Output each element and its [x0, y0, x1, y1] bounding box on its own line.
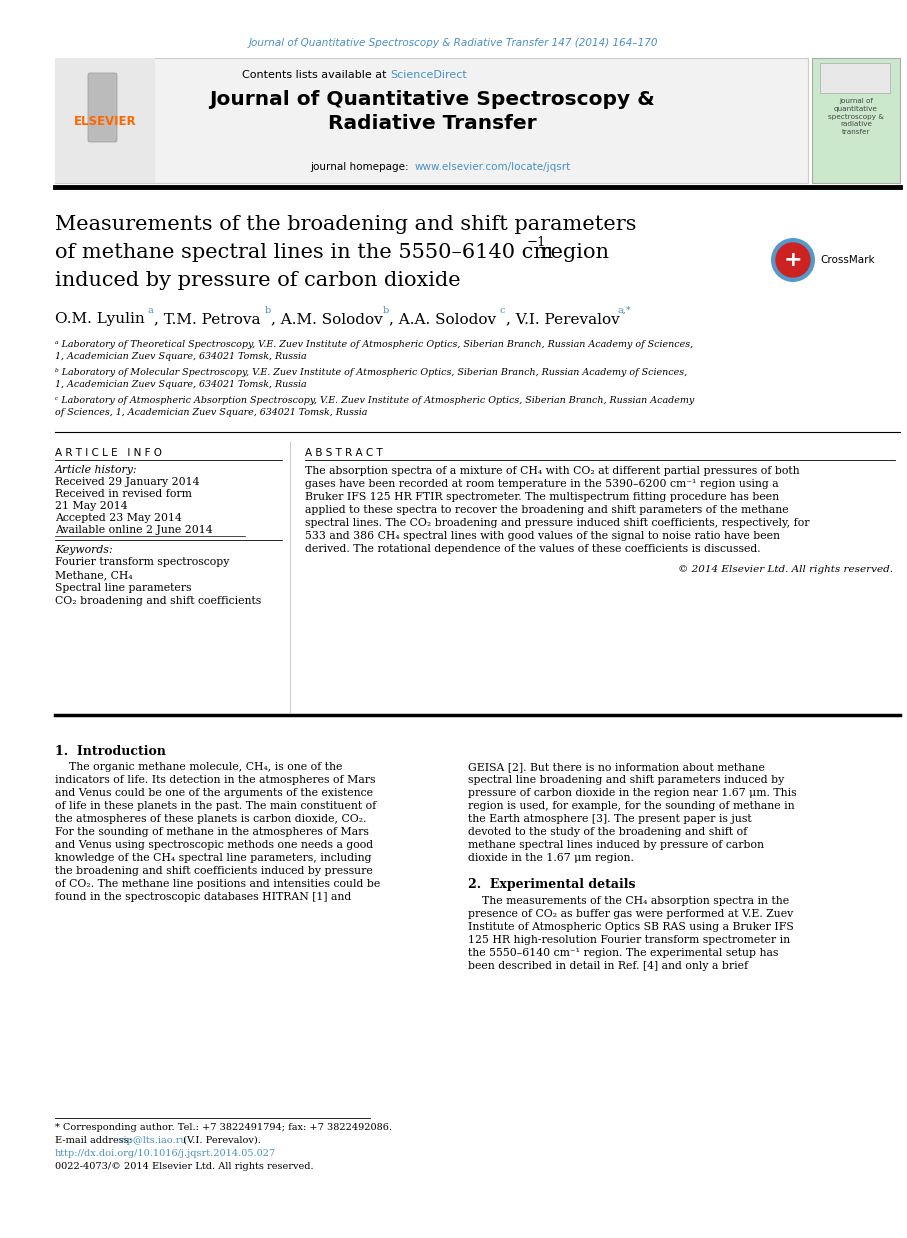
Text: the atmospheres of these planets is carbon dioxide, CO₂.: the atmospheres of these planets is carb…: [55, 815, 366, 825]
Text: E-mail address:: E-mail address:: [55, 1136, 135, 1145]
Text: http://dx.doi.org/10.1016/j.jqsrt.2014.05.027: http://dx.doi.org/10.1016/j.jqsrt.2014.0…: [55, 1149, 277, 1158]
Text: journal of
quantitative
spectroscopy &
radiative
transfer: journal of quantitative spectroscopy & r…: [828, 98, 884, 135]
Text: applied to these spectra to recover the broadening and shift parameters of the m: applied to these spectra to recover the …: [305, 505, 788, 515]
Text: vip@lts.iao.ru: vip@lts.iao.ru: [118, 1136, 187, 1145]
Text: A B S T R A C T: A B S T R A C T: [305, 448, 383, 458]
Text: knowledge of the CH₄ spectral line parameters, including: knowledge of the CH₄ spectral line param…: [55, 853, 372, 863]
FancyBboxPatch shape: [55, 58, 155, 183]
Text: (V.I. Perevalov).: (V.I. Perevalov).: [180, 1136, 261, 1145]
Text: 125 HR high-resolution Fourier transform spectrometer in: 125 HR high-resolution Fourier transform…: [468, 935, 790, 945]
Text: GEISA [2]. But there is no information about methane: GEISA [2]. But there is no information a…: [468, 763, 765, 773]
Text: indicators of life. Its detection in the atmospheres of Mars: indicators of life. Its detection in the…: [55, 775, 375, 785]
Text: www.elsevier.com/locate/jqsrt: www.elsevier.com/locate/jqsrt: [415, 162, 571, 172]
Text: presence of CO₂ as buffer gas were performed at V.E. Zuev: presence of CO₂ as buffer gas were perfo…: [468, 909, 794, 919]
FancyBboxPatch shape: [812, 58, 900, 183]
Text: journal homepage:: journal homepage:: [310, 162, 412, 172]
Text: been described in detail in Ref. [4] and only a brief: been described in detail in Ref. [4] and…: [468, 961, 748, 971]
Text: 2.  Experimental details: 2. Experimental details: [468, 878, 636, 891]
Text: derived. The rotational dependence of the values of these coefficients is discus: derived. The rotational dependence of th…: [305, 543, 761, 553]
Text: the 5550–6140 cm⁻¹ region. The experimental setup has: the 5550–6140 cm⁻¹ region. The experimen…: [468, 948, 778, 958]
Text: of CO₂. The methane line positions and intensities could be: of CO₂. The methane line positions and i…: [55, 879, 380, 889]
Text: * Corresponding author. Tel.: +7 3822491794; fax: +7 3822492086.: * Corresponding author. Tel.: +7 3822491…: [55, 1123, 392, 1132]
FancyBboxPatch shape: [55, 58, 808, 183]
Text: Received in revised form: Received in revised form: [55, 489, 192, 499]
Text: a,*: a,*: [617, 306, 630, 314]
Text: Article history:: Article history:: [55, 465, 138, 475]
Text: © 2014 Elsevier Ltd. All rights reserved.: © 2014 Elsevier Ltd. All rights reserved…: [678, 565, 893, 574]
Text: region: region: [534, 243, 609, 262]
Text: Received 29 January 2014: Received 29 January 2014: [55, 477, 200, 487]
Text: Methane, CH₄: Methane, CH₄: [55, 569, 132, 579]
Text: +: +: [784, 250, 803, 270]
Text: ScienceDirect: ScienceDirect: [390, 71, 467, 80]
Text: the broadening and shift coefficients induced by pressure: the broadening and shift coefficients in…: [55, 867, 373, 877]
Text: Journal of Quantitative Spectroscopy & Radiative Transfer 147 (2014) 164–170: Journal of Quantitative Spectroscopy & R…: [249, 38, 658, 48]
Text: a: a: [148, 306, 154, 314]
Text: spectral lines. The CO₂ broadening and pressure induced shift coefficients, resp: spectral lines. The CO₂ broadening and p…: [305, 517, 810, 527]
Text: pressure of carbon dioxide in the region near 1.67 μm. This: pressure of carbon dioxide in the region…: [468, 789, 796, 799]
Text: Journal of Quantitative Spectroscopy &
Radiative Transfer: Journal of Quantitative Spectroscopy & R…: [210, 90, 655, 134]
Text: 1.  Introduction: 1. Introduction: [55, 745, 166, 758]
Text: The measurements of the CH₄ absorption spectra in the: The measurements of the CH₄ absorption s…: [468, 896, 789, 906]
Text: b: b: [265, 306, 271, 314]
FancyBboxPatch shape: [820, 63, 890, 93]
Text: Available online 2 June 2014: Available online 2 June 2014: [55, 525, 212, 535]
Text: 0022-4073/© 2014 Elsevier Ltd. All rights reserved.: 0022-4073/© 2014 Elsevier Ltd. All right…: [55, 1162, 314, 1171]
Text: Accepted 23 May 2014: Accepted 23 May 2014: [55, 513, 182, 522]
Text: Bruker IFS 125 HR FTIR spectrometer. The multispectrum fitting procedure has bee: Bruker IFS 125 HR FTIR spectrometer. The…: [305, 491, 779, 501]
Text: −1: −1: [527, 236, 547, 249]
Text: The organic methane molecule, CH₄, is one of the: The organic methane molecule, CH₄, is on…: [55, 763, 342, 773]
Text: methane spectral lines induced by pressure of carbon: methane spectral lines induced by pressu…: [468, 841, 764, 851]
Text: b: b: [383, 306, 389, 314]
Text: ᵃ Laboratory of Theoretical Spectroscopy, V.E. Zuev Institute of Atmospheric Opt: ᵃ Laboratory of Theoretical Spectroscopy…: [55, 340, 693, 360]
Text: , V.I. Perevalov: , V.I. Perevalov: [506, 312, 619, 326]
Text: the Earth atmosphere [3]. The present paper is just: the Earth atmosphere [3]. The present pa…: [468, 815, 752, 825]
Text: c: c: [500, 306, 505, 314]
Text: Keywords:: Keywords:: [55, 545, 112, 555]
Circle shape: [776, 243, 810, 277]
Text: , A.M. Solodov: , A.M. Solodov: [271, 312, 383, 326]
Text: CrossMark: CrossMark: [820, 255, 874, 265]
Text: spectral line broadening and shift parameters induced by: spectral line broadening and shift param…: [468, 775, 785, 785]
Text: gases have been recorded at room temperature in the 5390–6200 cm⁻¹ region using : gases have been recorded at room tempera…: [305, 479, 778, 489]
Text: and Venus using spectroscopic methods one needs a good: and Venus using spectroscopic methods on…: [55, 841, 373, 851]
Text: dioxide in the 1.67 μm region.: dioxide in the 1.67 μm region.: [468, 853, 634, 863]
Text: Measurements of the broadening and shift parameters: Measurements of the broadening and shift…: [55, 215, 637, 234]
Text: 21 May 2014: 21 May 2014: [55, 501, 128, 511]
Text: ᶜ Laboratory of Atmospheric Absorption Spectroscopy, V.E. Zuev Institute of Atmo: ᶜ Laboratory of Atmospheric Absorption S…: [55, 396, 694, 417]
FancyBboxPatch shape: [88, 73, 117, 142]
Text: devoted to the study of the broadening and shift of: devoted to the study of the broadening a…: [468, 827, 747, 837]
Text: induced by pressure of carbon dioxide: induced by pressure of carbon dioxide: [55, 271, 461, 290]
Text: The absorption spectra of a mixture of CH₄ with CO₂ at different partial pressur: The absorption spectra of a mixture of C…: [305, 465, 800, 475]
Text: of methane spectral lines in the 5550–6140 cm: of methane spectral lines in the 5550–61…: [55, 243, 553, 262]
Text: , A.A. Solodov: , A.A. Solodov: [389, 312, 496, 326]
Text: Contents lists available at: Contents lists available at: [242, 71, 390, 80]
Text: ELSEVIER: ELSEVIER: [73, 115, 136, 128]
Text: ᵇ Laboratory of Molecular Spectroscopy, V.E. Zuev Institute of Atmospheric Optic: ᵇ Laboratory of Molecular Spectroscopy, …: [55, 368, 688, 389]
Text: and Venus could be one of the arguments of the existence: and Venus could be one of the arguments …: [55, 789, 373, 799]
Text: 533 and 386 CH₄ spectral lines with good values of the signal to noise ratio hav: 533 and 386 CH₄ spectral lines with good…: [305, 531, 780, 541]
Text: of life in these planets in the past. The main constituent of: of life in these planets in the past. Th…: [55, 801, 376, 811]
Text: A R T I C L E   I N F O: A R T I C L E I N F O: [55, 448, 162, 458]
Text: For the sounding of methane in the atmospheres of Mars: For the sounding of methane in the atmos…: [55, 827, 369, 837]
Text: found in the spectroscopic databases HITRAN [1] and: found in the spectroscopic databases HIT…: [55, 893, 351, 903]
Text: O.M. Lyulin: O.M. Lyulin: [55, 312, 145, 326]
Text: , T.M. Petrova: , T.M. Petrova: [154, 312, 260, 326]
Text: Spectral line parameters: Spectral line parameters: [55, 583, 191, 593]
Text: CO₂ broadening and shift coefficients: CO₂ broadening and shift coefficients: [55, 595, 261, 605]
Circle shape: [771, 238, 815, 282]
Text: region is used, for example, for the sounding of methane in: region is used, for example, for the sou…: [468, 801, 795, 811]
Text: Institute of Atmospheric Optics SB RAS using a Bruker IFS: Institute of Atmospheric Optics SB RAS u…: [468, 922, 794, 932]
Text: Fourier transform spectroscopy: Fourier transform spectroscopy: [55, 557, 229, 567]
